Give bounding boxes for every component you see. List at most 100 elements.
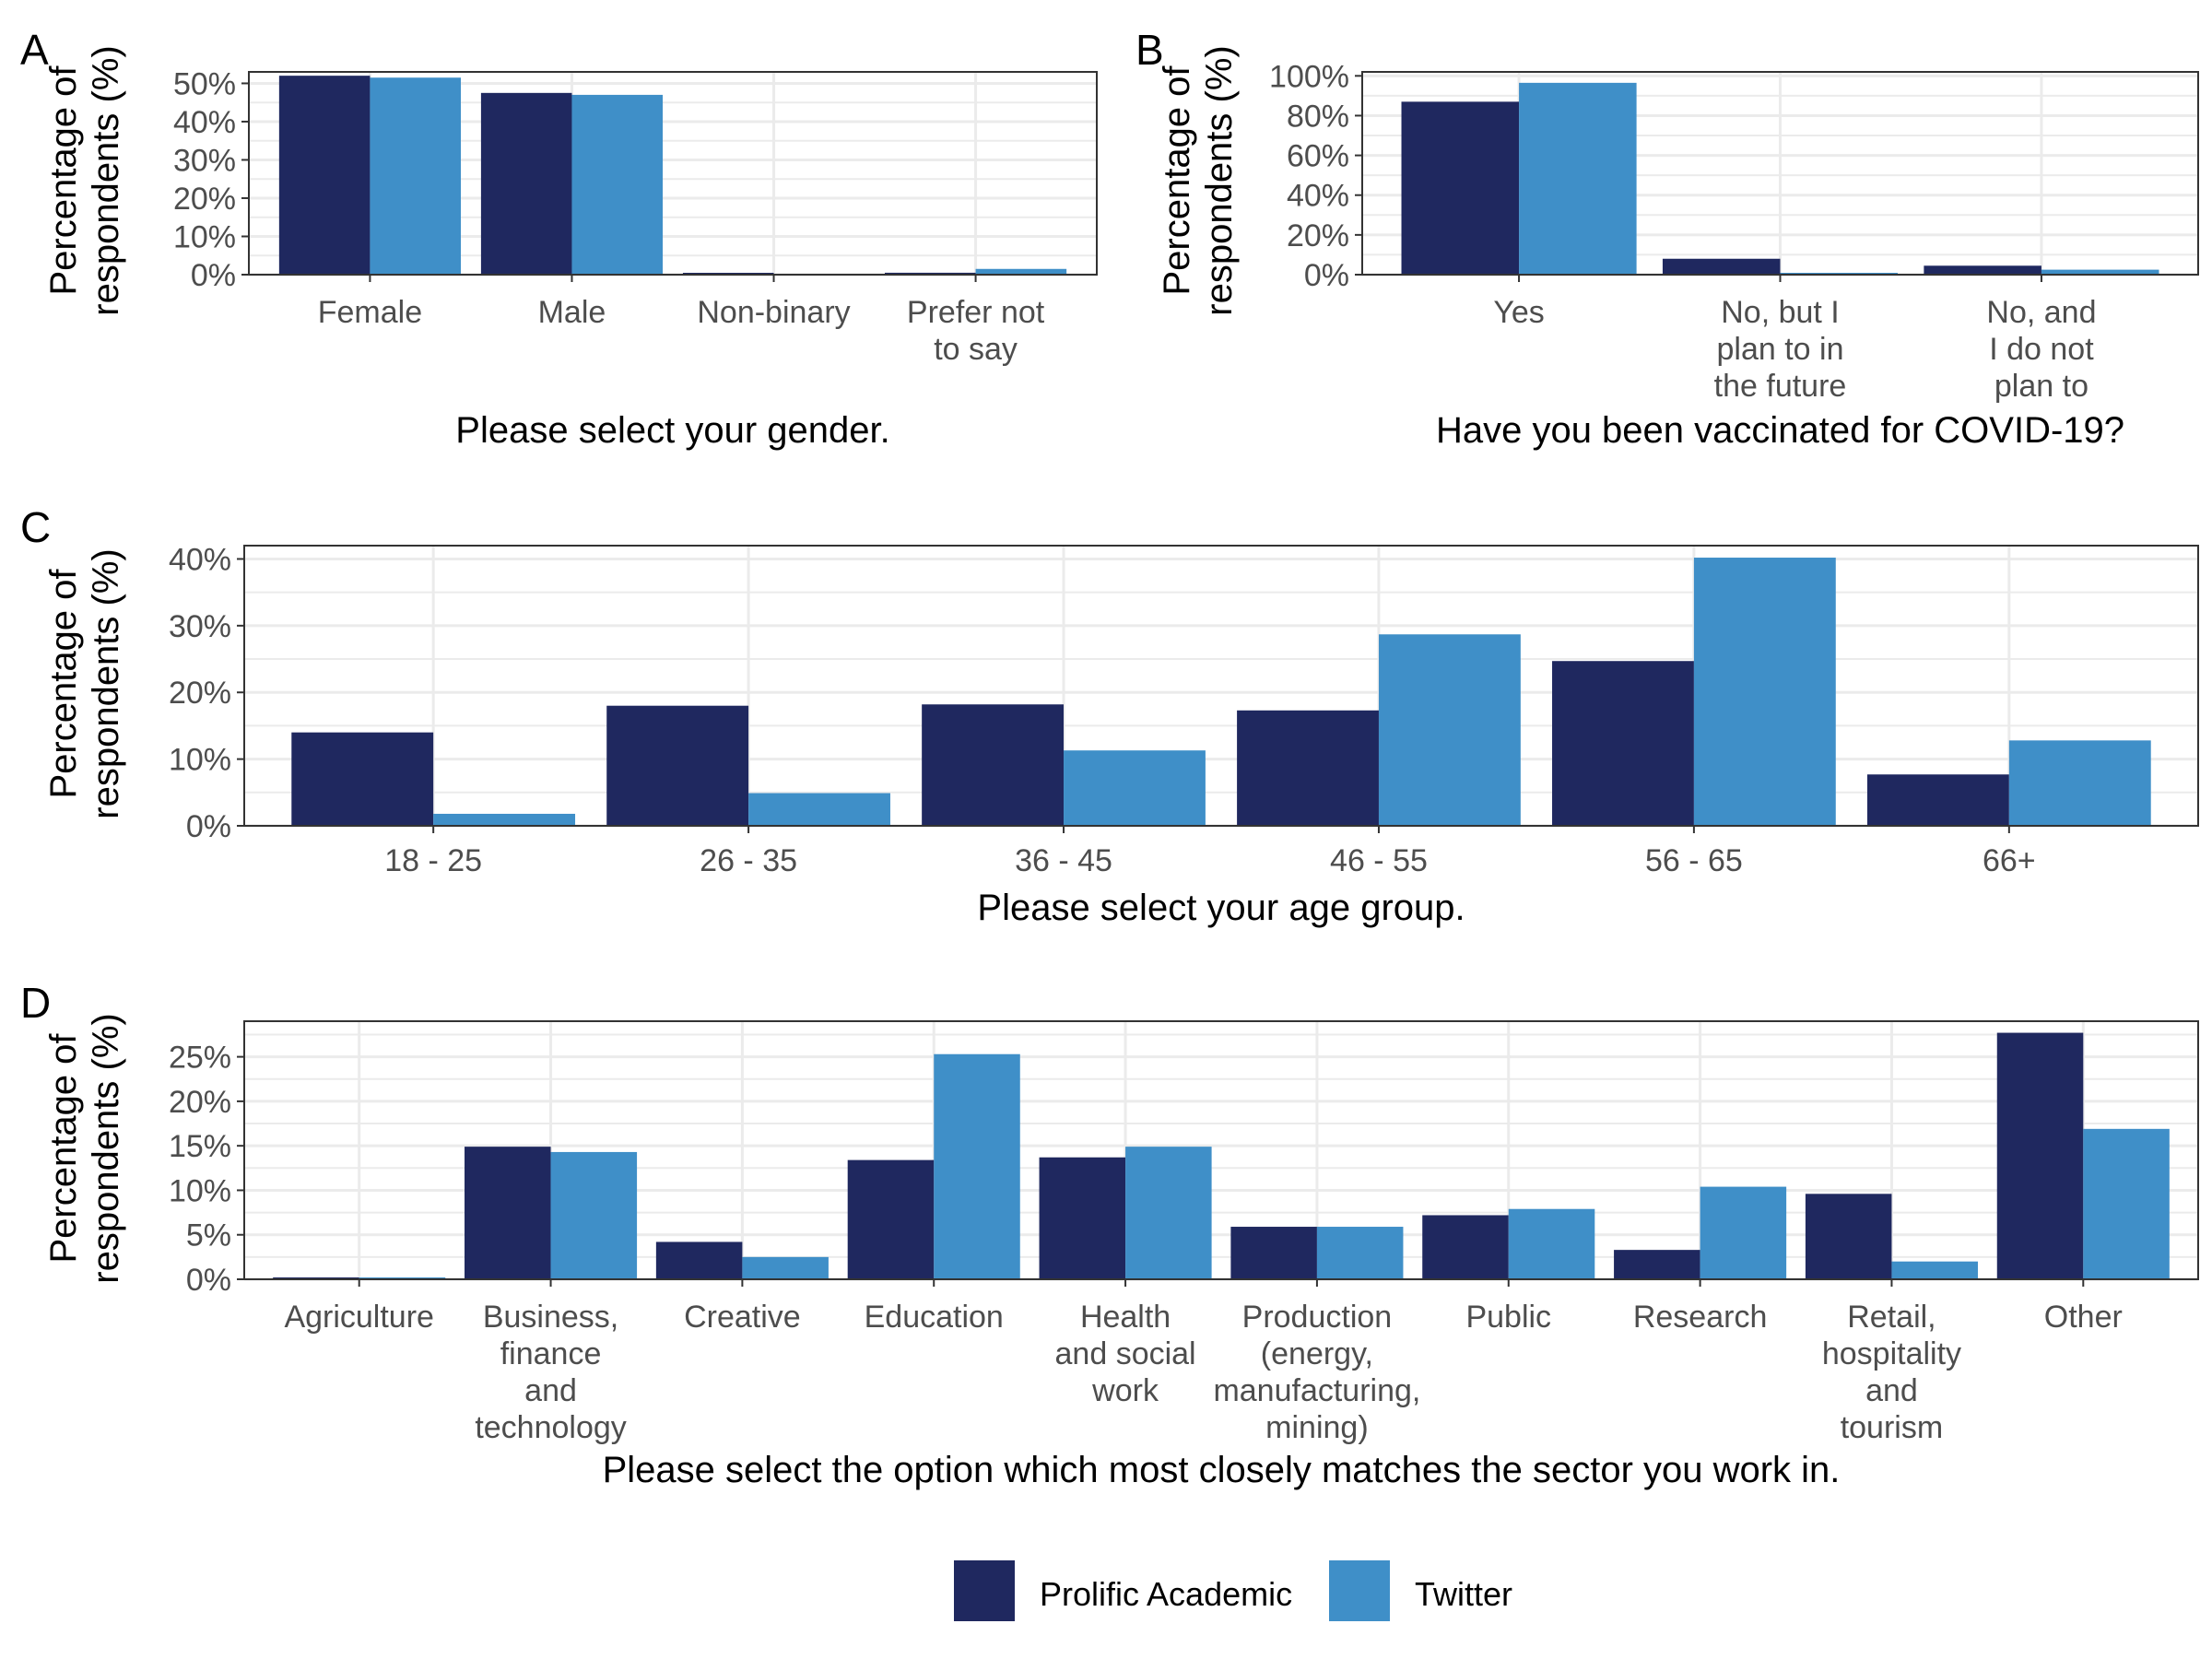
y-tick-label: 10% <box>169 743 231 778</box>
panel-border <box>243 545 2199 827</box>
y-tick-label: 25% <box>169 1041 231 1076</box>
bar-twitter-6 <box>1316 1227 1404 1279</box>
bar-prolific-4 <box>885 272 976 275</box>
bar-prolific-6 <box>1866 774 2009 826</box>
y-axis-title: Percentage ofrespondents (%) <box>43 548 126 818</box>
bar-prolific-1 <box>291 732 434 826</box>
x-tick-label: 46 - 55 <box>1330 843 1428 878</box>
y-tick-label: 30% <box>169 609 231 644</box>
x-tick-label: Other <box>2044 1300 2123 1335</box>
bar-twitter-7 <box>1508 1208 1595 1279</box>
bar-prolific-10 <box>1996 1032 2084 1279</box>
x-tick-label: 66+ <box>1983 843 2036 878</box>
y-tick-label: 40% <box>1287 179 1349 214</box>
bar-twitter-9 <box>1891 1261 1978 1279</box>
x-tick-label: Public <box>1465 1300 1551 1335</box>
x-tick-label: Female <box>318 295 422 330</box>
x-tick-label: Prefer not to say <box>907 295 1045 367</box>
x-tick-label: Yes <box>1493 295 1544 330</box>
x-axis-title: Please select the option which most clos… <box>603 1450 1841 1490</box>
y-tick-label: 30% <box>173 143 236 178</box>
panel-letter: A <box>20 26 49 74</box>
x-axis-title: Please select your gender. <box>455 410 889 451</box>
bar-prolific-1 <box>278 76 371 275</box>
bar-prolific-3 <box>655 1241 743 1279</box>
x-tick-label: Health and social work <box>1055 1300 1196 1408</box>
bar-prolific-9 <box>1805 1194 1892 1279</box>
bar-prolific-3 <box>922 704 1065 826</box>
bar-prolific-4 <box>847 1159 935 1279</box>
y-tick-label: 40% <box>173 105 236 140</box>
x-tick-label: Education <box>865 1300 1004 1335</box>
legend-label-twitter: Twitter <box>1415 1575 1512 1613</box>
bar-twitter-5 <box>1125 1147 1212 1279</box>
y-tick-label: 5% <box>186 1218 231 1253</box>
y-axis-title: Percentage ofrespondents (%) <box>1157 45 1240 315</box>
x-tick-label: Non-binary <box>697 295 850 330</box>
legend: Prolific Academic Twitter <box>954 1560 1512 1621</box>
bar-prolific-7 <box>1422 1215 1509 1279</box>
bar-prolific-5 <box>1039 1157 1126 1279</box>
y-tick-label: 20% <box>169 676 231 711</box>
panel-border <box>248 71 1098 276</box>
bar-twitter-8 <box>1700 1186 1787 1279</box>
bar-prolific-8 <box>1614 1250 1700 1279</box>
bar-twitter-1 <box>433 813 576 826</box>
bar-twitter-4 <box>975 268 1067 275</box>
y-tick-label: 40% <box>169 542 231 577</box>
bar-twitter-2 <box>550 1151 638 1279</box>
bar-twitter-2 <box>571 94 664 275</box>
panel-d: 0% 5% 10% 15% 20% 25% Agriculture Business, fina… <box>20 979 2199 1490</box>
x-tick-label: 18 - 25 <box>384 843 482 878</box>
panel-c: 0% 10% 20% 30% 40% 18 - 25 26 - 35 36 - 45 46 - … <box>20 503 2199 928</box>
bar-prolific-6 <box>1230 1227 1317 1279</box>
panel-a: 0% 10%20% 30%40% 50% Female Male Non-binary Pre… <box>20 26 1098 451</box>
x-tick-label: 26 - 35 <box>700 843 797 878</box>
panel-letter: C <box>20 503 51 551</box>
bar-prolific-5 <box>1552 661 1694 826</box>
bar-twitter-6 <box>2008 740 2151 826</box>
x-axis-title: Please select your age group. <box>977 888 1465 928</box>
y-tick-label: 0% <box>186 1263 231 1298</box>
y-tick-label: 0% <box>186 809 231 844</box>
bar-twitter-3 <box>2041 269 2159 275</box>
legend-swatch-prolific <box>954 1560 1015 1621</box>
bar-prolific-4 <box>1237 710 1379 826</box>
x-tick-label: Creative <box>684 1300 801 1335</box>
bar-prolific-1 <box>1401 101 1520 276</box>
y-tick-label: 10% <box>169 1173 231 1208</box>
bar-twitter-1 <box>1519 82 1637 275</box>
bar-twitter-1 <box>370 77 461 276</box>
y-axis-title: Percentage ofrespondents (%) <box>43 1013 126 1283</box>
y-tick-label: 50% <box>173 66 236 101</box>
panel-letter: B <box>1135 26 1164 74</box>
x-tick-label: Retail, hospitality and tourism <box>1822 1300 1961 1445</box>
y-axis-title: Percentage ofrespondents (%) <box>43 45 126 315</box>
bar-twitter-3 <box>742 1256 829 1279</box>
bar-prolific-2 <box>1662 258 1781 275</box>
x-tick-label: 56 - 65 <box>1645 843 1743 878</box>
bar-twitter-3 <box>1064 750 1206 826</box>
y-tick-label: 60% <box>1287 139 1349 174</box>
y-tick-label: 0% <box>191 258 236 293</box>
bar-twitter-4 <box>1378 634 1521 826</box>
y-tick-label: 100% <box>1269 59 1349 94</box>
y-tick-label: 10% <box>173 219 236 254</box>
legend-label-prolific: Prolific Academic <box>1040 1575 1292 1613</box>
bar-prolific-2 <box>465 1147 551 1279</box>
x-tick-label: Male <box>538 295 606 330</box>
panel-border <box>243 1020 2199 1280</box>
x-tick-label: No, and I do not plan to <box>1986 295 2096 404</box>
bar-twitter-2 <box>748 793 890 826</box>
panel-letter: D <box>20 979 51 1027</box>
y-tick-label: 15% <box>169 1129 231 1164</box>
y-tick-label: 20% <box>1287 218 1349 253</box>
legend-swatch-twitter <box>1329 1560 1390 1621</box>
y-tick-label: 20% <box>173 182 236 217</box>
bar-prolific-2 <box>480 92 572 275</box>
x-tick-label: Agriculture <box>284 1300 434 1335</box>
x-tick-label: Business, finance and technology <box>475 1300 626 1445</box>
